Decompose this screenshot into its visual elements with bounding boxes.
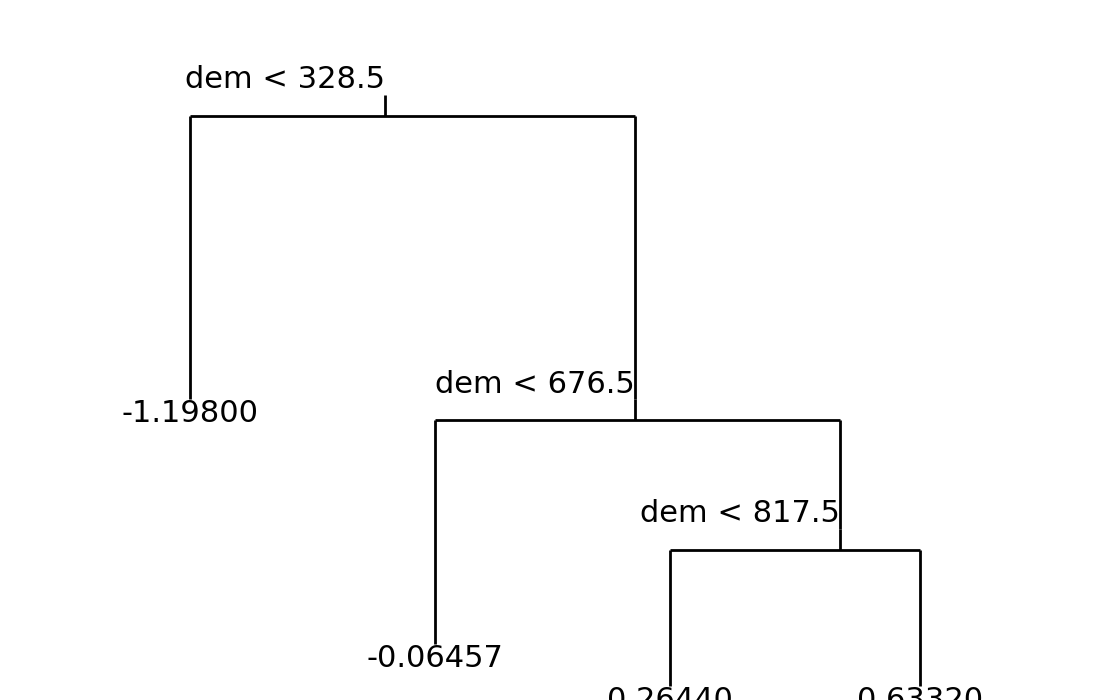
Text: 0.63320: 0.63320 <box>857 686 983 700</box>
Text: dem < 676.5: dem < 676.5 <box>436 370 635 399</box>
Text: dem < 817.5: dem < 817.5 <box>640 500 840 528</box>
Text: -1.19800: -1.19800 <box>121 399 258 428</box>
Text: 0.26440: 0.26440 <box>607 686 733 700</box>
Text: -0.06457: -0.06457 <box>366 644 504 673</box>
Text: dem < 328.5: dem < 328.5 <box>185 66 385 94</box>
